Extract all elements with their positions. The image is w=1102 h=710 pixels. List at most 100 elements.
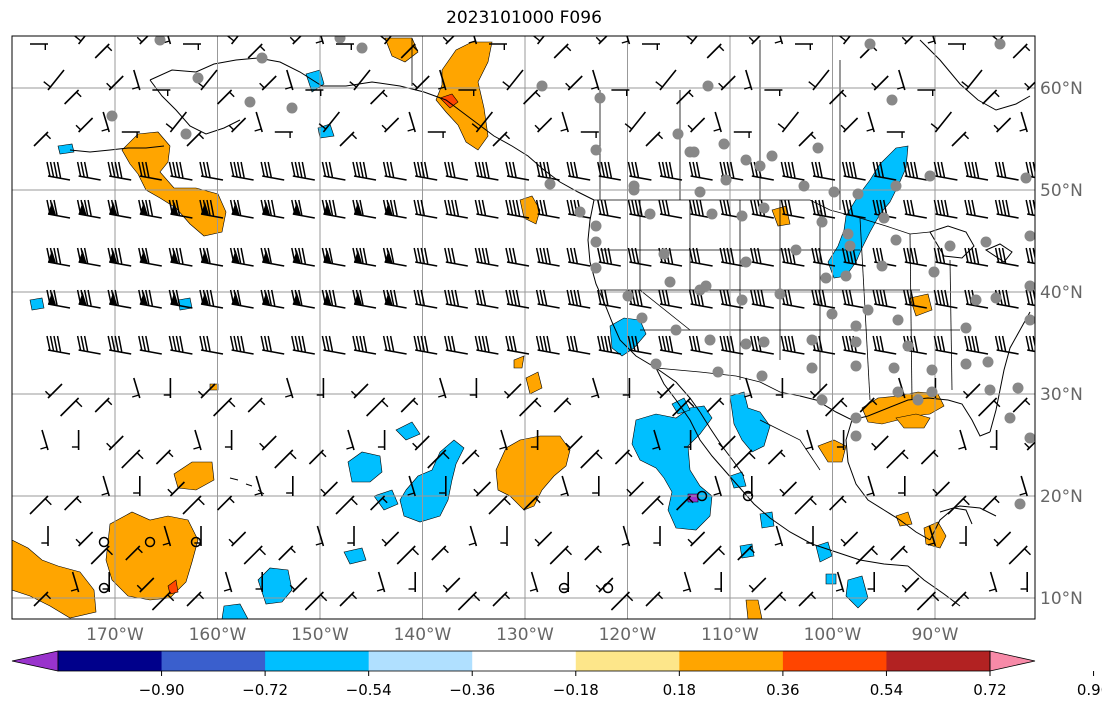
station-dot — [544, 178, 556, 190]
map-frame — [11, 35, 1036, 620]
station-dot — [816, 216, 828, 228]
wind-barb — [903, 161, 927, 181]
wind-barb — [64, 495, 82, 511]
wind-barb — [610, 591, 634, 611]
fill-mid-pacific-1 — [495, 435, 571, 511]
wind-barb — [917, 89, 936, 96]
station-dot — [720, 174, 732, 186]
fill-neg-pac-6 — [221, 603, 249, 619]
station-markers — [106, 36, 1035, 510]
wind-barb — [566, 161, 591, 181]
wind-barb — [748, 577, 767, 593]
wind-barb — [597, 199, 621, 219]
wind-barb — [278, 545, 296, 561]
fill-mexico-pac — [745, 599, 763, 619]
wind-barb — [199, 247, 224, 267]
wind-barb — [381, 531, 400, 547]
lon-tick-label: 160°W — [189, 625, 247, 645]
colorbar-extend-low — [11, 650, 59, 672]
mexico-state — [759, 419, 821, 471]
wind-barb — [933, 335, 958, 355]
station-dot — [334, 36, 346, 44]
wind-barb — [626, 481, 644, 497]
wind-barb — [321, 289, 346, 309]
wind-barb — [534, 117, 553, 133]
fill-neg-mex2 — [729, 471, 747, 489]
station-dot — [244, 96, 256, 108]
wind-barb — [780, 161, 805, 181]
wind-barb — [982, 495, 1000, 511]
wind-barb — [505, 335, 530, 355]
wind-barbs — [29, 36, 1035, 611]
colorbar-segment — [368, 651, 473, 671]
station-dot — [718, 138, 730, 150]
wind-barb — [775, 378, 784, 398]
colorbar-segment — [265, 651, 370, 671]
fill-small-b — [525, 371, 543, 395]
wind-barb — [978, 397, 1001, 417]
colorbar — [11, 650, 1036, 672]
wind-barb — [321, 247, 346, 267]
wind-barb — [1008, 545, 1031, 565]
wind-barb — [614, 449, 633, 465]
wind-barb — [505, 161, 530, 181]
wind-barb — [468, 525, 478, 547]
station-dot — [536, 80, 548, 92]
station-dot — [1014, 498, 1026, 510]
station-dot — [886, 94, 898, 106]
wind-barb — [933, 161, 958, 181]
wind-barb — [841, 199, 866, 219]
wind-barb — [41, 526, 49, 546]
wind-barb — [468, 36, 478, 45]
colorbar-tick-label: −0.54 — [346, 681, 392, 699]
wind-barb — [798, 591, 817, 607]
wind-barb — [439, 476, 447, 496]
wind-barb — [492, 591, 511, 607]
wind-barb — [964, 199, 989, 219]
wind-barb — [473, 481, 491, 497]
fill-neg-pac-2 — [347, 451, 383, 483]
wind-barb — [254, 475, 263, 497]
wind-barb — [316, 378, 325, 398]
wind-barb — [132, 377, 141, 399]
wind-barb — [321, 161, 346, 181]
wind-barb — [840, 117, 859, 133]
wind-barb — [774, 525, 784, 547]
wind-barb — [291, 247, 315, 267]
fill-colorado — [771, 205, 791, 227]
wind-barb — [413, 247, 438, 267]
wind-barb — [346, 429, 355, 451]
wind-barb — [94, 43, 113, 59]
colorbar-tick-label: 0.54 — [870, 681, 903, 699]
wind-barb — [989, 430, 998, 450]
lon-tick-label: 120°W — [599, 625, 657, 645]
wind-barb — [193, 429, 202, 451]
wind-barb — [408, 572, 417, 592]
station-dot — [106, 110, 118, 122]
station-dot — [256, 52, 268, 64]
wind-barb — [683, 430, 692, 450]
wind-barb — [132, 69, 141, 91]
lat-tick-label: 20°N — [1040, 487, 1083, 507]
station-dot — [984, 384, 996, 396]
station-dot — [812, 142, 824, 154]
wind-barb — [224, 430, 233, 450]
wind-barb — [566, 289, 591, 309]
station-dot — [892, 314, 904, 326]
wind-barb — [228, 531, 247, 547]
wind-barb — [247, 43, 266, 59]
wind-barb — [951, 591, 970, 607]
station-dot — [994, 38, 1006, 50]
wind-barb — [76, 199, 101, 219]
wind-barb — [658, 199, 683, 219]
station-dot — [594, 92, 606, 104]
wind-barb — [841, 161, 866, 181]
station-dot — [1020, 172, 1032, 184]
wind-barb — [136, 577, 155, 593]
wind-barb — [370, 89, 388, 105]
wind-barb — [591, 69, 600, 91]
wind-barb — [492, 131, 511, 147]
wind-barb — [642, 43, 660, 50]
wind-barb — [621, 525, 631, 547]
wind-barb — [243, 545, 266, 565]
